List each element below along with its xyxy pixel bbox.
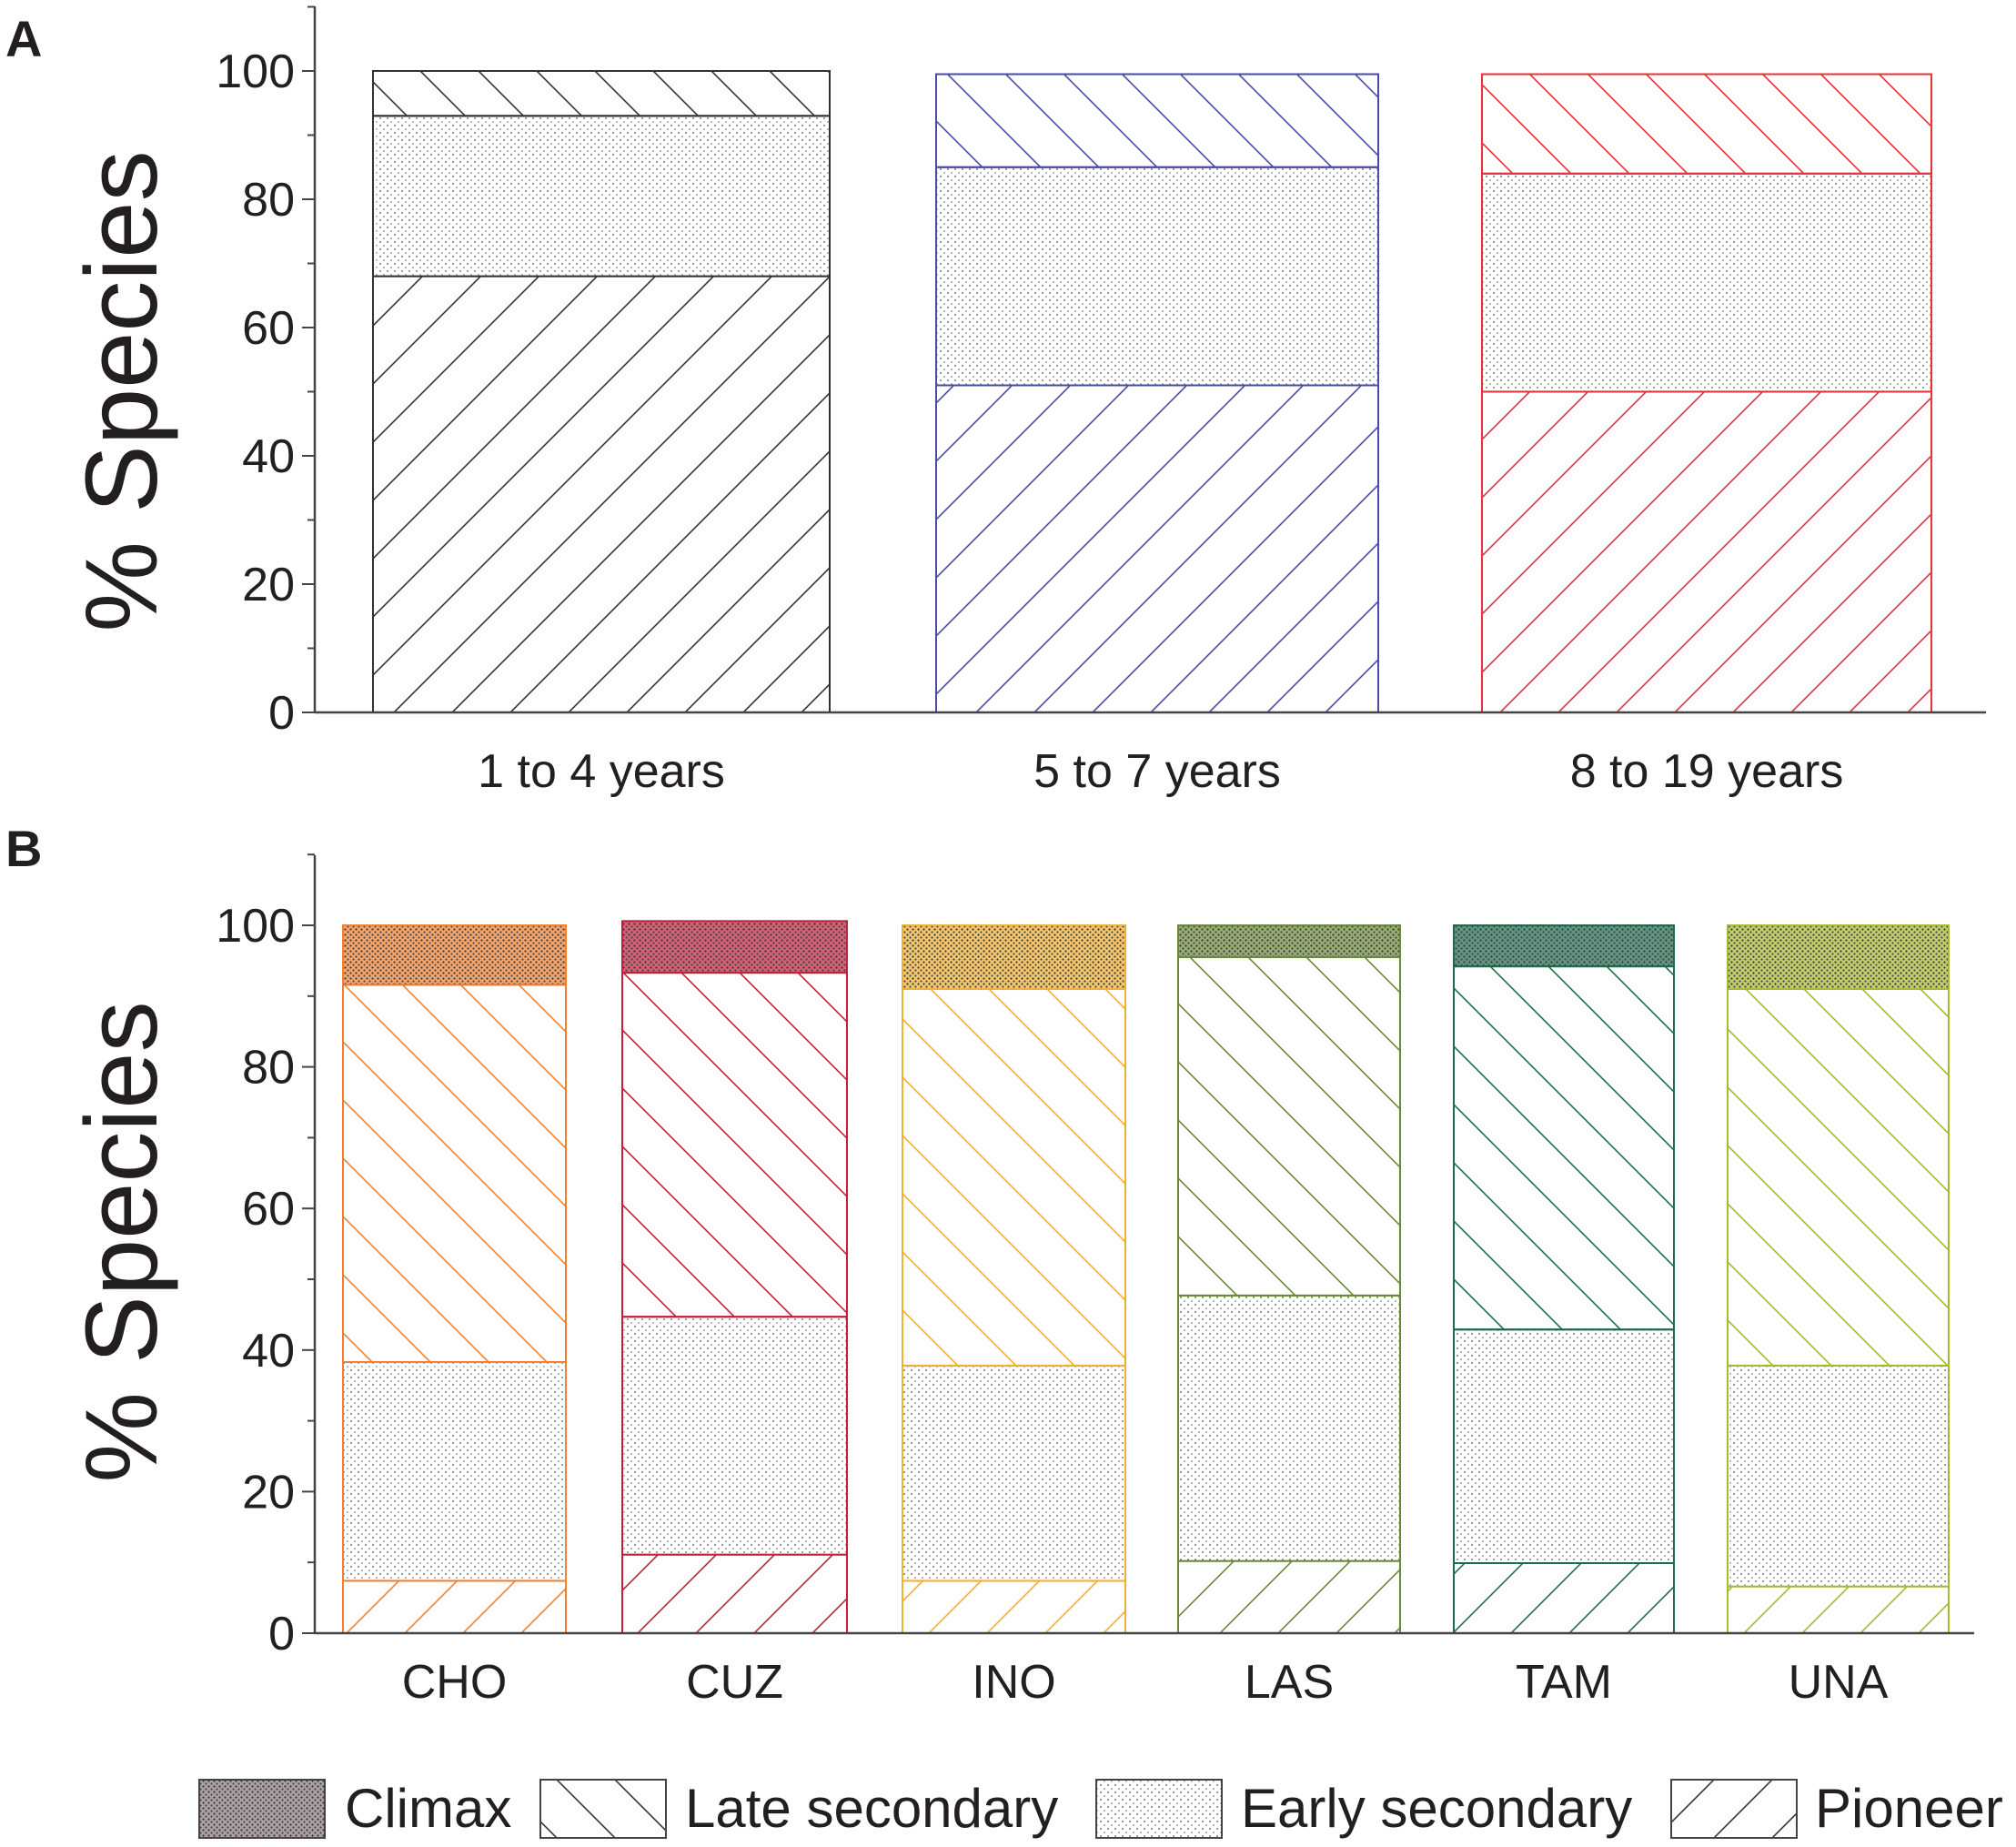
legend-swatch xyxy=(198,1779,326,1839)
bar-segment-climax xyxy=(621,920,848,974)
bar-segment-early-secondary xyxy=(621,1316,848,1556)
y-tick-label: 60 xyxy=(242,302,295,355)
bar-segment-late-secondary xyxy=(372,70,831,117)
bar-segment-pioneer xyxy=(1481,390,1932,713)
bar-segment-pioneer xyxy=(372,275,831,713)
bar-segment-late-secondary xyxy=(1727,988,1950,1367)
bar-segment-early-secondary xyxy=(1177,1294,1401,1562)
bar-segment-pioneer xyxy=(1177,1559,1401,1635)
bar-cuz xyxy=(621,920,848,1634)
legend-label: Early secondary xyxy=(1241,1778,1632,1839)
bar-segment-late-secondary xyxy=(342,984,567,1364)
x-tick-label: 1 to 4 years xyxy=(478,745,725,798)
x-tick-label: LAS xyxy=(1245,1656,1334,1709)
bar-segment-late-secondary xyxy=(935,73,1379,168)
bar-segment-early-secondary xyxy=(1481,172,1932,393)
x-tick-label: 8 to 19 years xyxy=(1570,745,1844,798)
panel-a: A % Species 1 to 4 years 5 to 7 years 8 to 1… xyxy=(5,5,1986,798)
bar-tam xyxy=(1453,924,1675,1635)
bar-segment-early-secondary xyxy=(342,1361,567,1582)
y-tick-label: 40 xyxy=(242,430,295,483)
legend-label: Late secondary xyxy=(685,1778,1058,1839)
panel-letter: B xyxy=(5,820,42,877)
bar-segment-climax xyxy=(342,924,567,986)
legend-item-climax: Climax xyxy=(198,1778,511,1839)
bar-segment-climax xyxy=(1727,924,1950,991)
y-tick-label: 20 xyxy=(242,559,295,611)
bar-segment-early-secondary xyxy=(1727,1364,1950,1588)
bar-segment-late-secondary xyxy=(1481,73,1932,175)
x-tick-label: CUZ xyxy=(686,1656,783,1709)
x-tick-label: TAM xyxy=(1516,1656,1612,1709)
x-tick-label: 5 to 7 years xyxy=(1033,745,1281,798)
panel-letter: A xyxy=(5,10,42,67)
legend-swatch xyxy=(539,1779,667,1839)
legend-label: Climax xyxy=(345,1778,511,1839)
y-tick-label: 80 xyxy=(242,1042,295,1095)
bar-segment-late-secondary xyxy=(1453,965,1675,1331)
y-tick-label: 100 xyxy=(216,900,295,953)
bar-segment-climax xyxy=(902,924,1126,991)
x-tick-label: CHO xyxy=(402,1656,508,1709)
bar-segment-pioneer xyxy=(1727,1585,1950,1634)
bar-segment-early-secondary xyxy=(372,115,831,278)
bar-5-to-7-years xyxy=(935,73,1379,713)
bar-segment-late-secondary xyxy=(902,988,1126,1367)
panel-b: B % Species CHO CUZ INO LAS TAM UNA 0 20 40 60 80 100 xyxy=(5,820,1974,1709)
y-tick-label: 0 xyxy=(268,687,295,740)
y-tick-label: 0 xyxy=(268,1608,295,1660)
bar-las xyxy=(1177,924,1401,1635)
bar-cho xyxy=(342,924,567,1634)
legend-item-early-secondary: Early secondary xyxy=(1095,1778,1632,1839)
legend-item-pioneer: Pioneer xyxy=(1670,1778,2003,1839)
x-tick-label: INO xyxy=(972,1656,1055,1709)
bar-segment-pioneer xyxy=(902,1580,1126,1634)
legend-swatch xyxy=(1670,1779,1798,1839)
y-tick-label: 60 xyxy=(242,1183,295,1236)
y-axis-label: % Species xyxy=(65,1001,178,1482)
bar-una xyxy=(1727,924,1950,1634)
legend-swatch xyxy=(1095,1779,1223,1839)
y-tick-label: 20 xyxy=(242,1466,295,1519)
bar-segment-climax xyxy=(1453,924,1675,968)
legend-item-late-secondary: Late secondary xyxy=(539,1778,1058,1839)
bar-1-to-4-years xyxy=(372,70,831,713)
legend: Climax Late secondary Early secondary Pione… xyxy=(198,1778,2003,1839)
bar-ino xyxy=(902,924,1126,1634)
bar-8-to-19-years xyxy=(1481,73,1932,713)
legend-label: Pioneer xyxy=(1815,1778,2003,1839)
bar-segment-early-secondary xyxy=(935,166,1379,387)
bar-segment-late-secondary xyxy=(621,972,848,1318)
bar-segment-pioneer xyxy=(1453,1561,1675,1635)
x-tick-label: UNA xyxy=(1789,1656,1889,1709)
y-axis-label: % Species xyxy=(65,150,178,631)
bar-segment-early-secondary xyxy=(1453,1328,1675,1564)
bar-segment-climax xyxy=(1177,924,1401,959)
y-tick-label: 40 xyxy=(242,1325,295,1378)
bar-segment-pioneer xyxy=(342,1580,567,1634)
y-tick-label: 80 xyxy=(242,174,295,227)
bar-segment-late-secondary xyxy=(1177,956,1401,1297)
bar-segment-pioneer xyxy=(621,1553,848,1634)
bar-segment-early-secondary xyxy=(902,1364,1126,1582)
bar-segment-pioneer xyxy=(935,384,1379,713)
y-tick-label: 100 xyxy=(216,45,295,98)
